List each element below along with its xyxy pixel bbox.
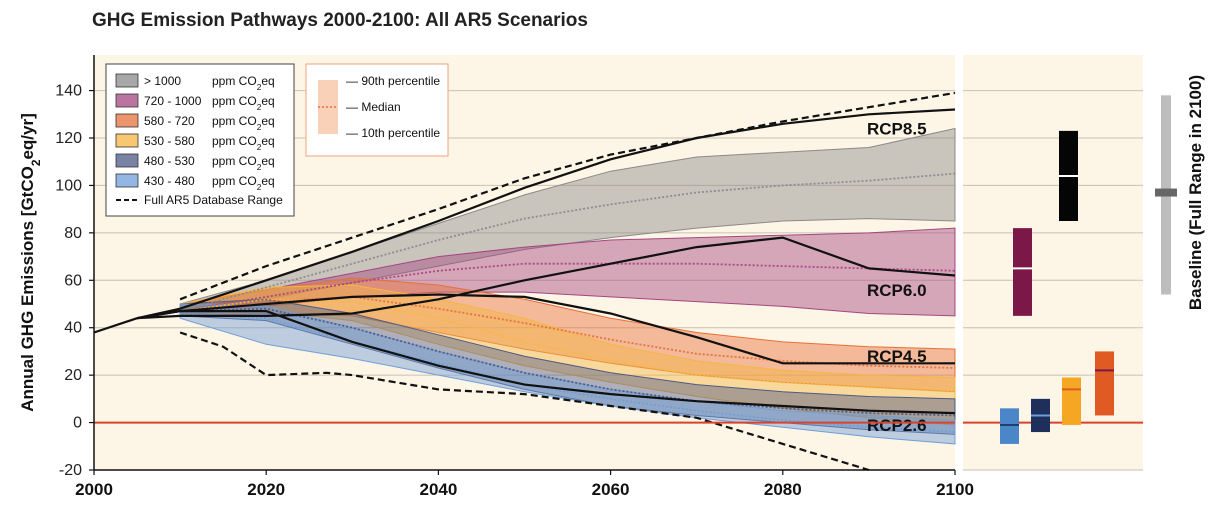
y-tick-label-20: 20 xyxy=(64,367,82,384)
baseline-range: Baseline (Full Range in 2100) xyxy=(1155,75,1205,310)
range-bars-2100 xyxy=(1000,130,1114,444)
legend-unit-5: ppm CO2eq xyxy=(212,174,275,192)
y-tick-label-120: 120 xyxy=(55,130,82,147)
baseline-label: Baseline (Full Range in 2100) xyxy=(1186,75,1205,310)
database-range xyxy=(179,91,956,472)
y-tick-label-0: 0 xyxy=(73,415,82,432)
range-bar-0 xyxy=(1000,408,1019,444)
y-tick-label-140: 140 xyxy=(55,83,82,100)
range-bar-3 xyxy=(1095,351,1114,416)
legend-swatch-1 xyxy=(115,93,139,108)
legend-swatch-2 xyxy=(115,113,139,128)
legend-swatch-5 xyxy=(115,173,139,188)
median-line-5 xyxy=(180,312,956,433)
x-tick-label-2020: 2020 xyxy=(247,480,285,499)
legend: > 1000 ppm CO2eq 720 - 1000 ppm CO2eq 580 - … xyxy=(105,63,295,217)
y-tick-label-60: 60 xyxy=(64,272,82,289)
legend-swatch-3 xyxy=(115,133,139,148)
x-tick-label-2000: 2000 xyxy=(75,480,113,499)
percentile-legend: — 90th percentile — Median — 10th percenti… xyxy=(305,63,449,157)
rcp-lines: RCP8.5 RCP6.0 RCP4.5 RCP2.6 xyxy=(93,108,956,435)
x-tick-label-2060: 2060 xyxy=(592,480,630,499)
legend-range-2: 580 - 720 xyxy=(144,114,195,128)
range-bar-2 xyxy=(1062,377,1081,425)
legend-range-4: 480 - 530 xyxy=(144,154,195,168)
legend-p90: — 90th percentile xyxy=(346,74,440,88)
median-line-1 xyxy=(179,262,956,312)
database-range-lower xyxy=(179,331,870,472)
rcp-label-2: RCP4.5 xyxy=(867,347,927,366)
median-line-4 xyxy=(180,307,956,417)
x-tick-label-2040: 2040 xyxy=(419,480,457,499)
y-axis-label: Annual GHG Emissions [GtCO2eq/yr] xyxy=(18,113,43,412)
legend-unit-0: ppm CO2eq xyxy=(212,74,275,92)
legend-unit-2: ppm CO2eq xyxy=(212,114,275,132)
rcp-line-0 xyxy=(136,108,956,320)
baseline-median xyxy=(1155,188,1177,197)
legend-swatch-4 xyxy=(115,153,139,168)
y-tick-label-80: 80 xyxy=(64,225,82,242)
rcp-line-3 xyxy=(136,310,956,415)
x-tick-label-2080: 2080 xyxy=(764,480,802,499)
median-line-2 xyxy=(180,295,956,369)
rcp-label-0: RCP8.5 xyxy=(867,120,927,139)
legend-range-1: 720 - 1000 xyxy=(144,94,202,108)
legend-range-5: 430 - 480 xyxy=(144,174,195,188)
legend-unit-4: ppm CO2eq xyxy=(212,154,275,172)
legend-median: — Median xyxy=(346,100,401,114)
database-range-upper xyxy=(179,91,956,301)
legend-unit-3: ppm CO2eq xyxy=(212,134,275,152)
legend-db-label: Full AR5 Database Range xyxy=(144,193,283,207)
legend-range-0: > 1000 xyxy=(144,74,181,88)
legend-range-3: 530 - 580 xyxy=(144,134,195,148)
median-line-0 xyxy=(179,172,956,312)
bar-panel-background xyxy=(963,55,1143,470)
legend-p10: — 10th percentile xyxy=(346,126,440,140)
y-tick-label-100: 100 xyxy=(55,177,82,194)
y-tick-label-40: 40 xyxy=(64,320,82,337)
chart-title: GHG Emission Pathways 2000-2100: All AR5… xyxy=(92,10,588,31)
legend-unit-1: ppm CO2eq xyxy=(212,94,275,112)
rcp-label-1: RCP6.0 xyxy=(867,281,927,300)
x-tick-label-2100: 2100 xyxy=(936,480,974,499)
range-bar-4 xyxy=(1013,228,1032,316)
rcp-label-3: RCP2.6 xyxy=(867,416,927,435)
legend-swatch-0 xyxy=(115,73,139,88)
rcp-line-1 xyxy=(137,236,956,320)
rcp-line-2 xyxy=(136,293,955,365)
y-tick-label--20: -20 xyxy=(59,462,82,479)
